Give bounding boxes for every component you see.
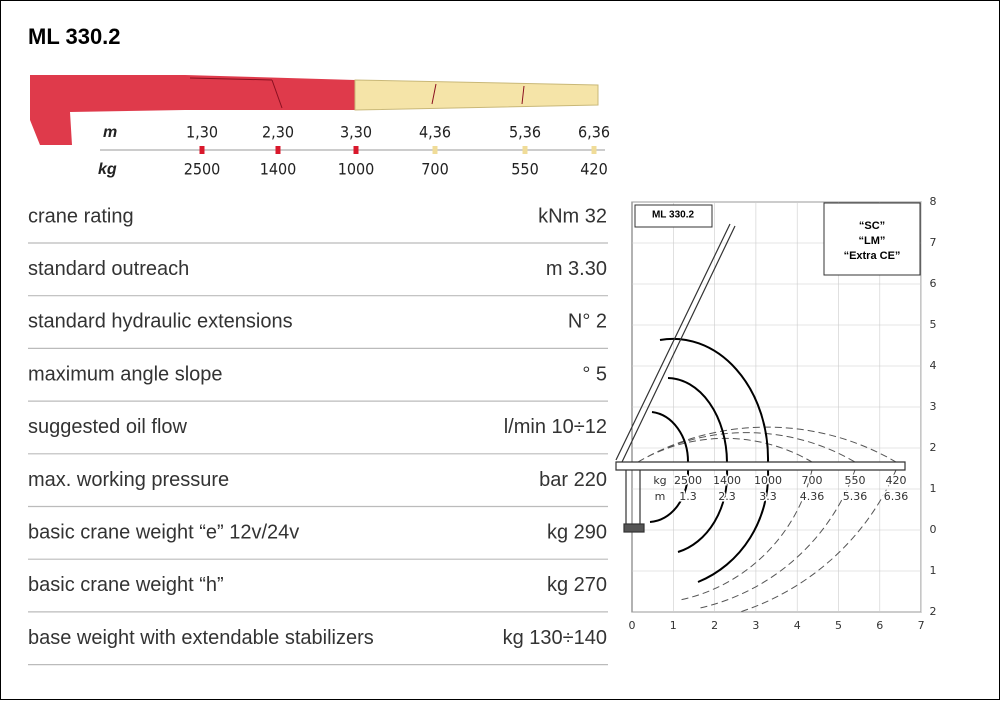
load-label: 2500 xyxy=(184,160,221,179)
diagram-load-label: 1400 xyxy=(713,474,741,487)
diagram-reach-unit: m xyxy=(655,490,666,503)
spec-label: base weight with extendable stabilizers xyxy=(28,627,374,649)
reach-marker xyxy=(199,146,205,154)
y-axis-label: 0 xyxy=(930,523,937,536)
y-axis-label: 1 xyxy=(930,482,937,495)
x-axis-label: 4 xyxy=(794,619,801,632)
reach-marker xyxy=(353,146,359,154)
version-label: “LM” xyxy=(859,235,886,247)
y-axis-label: 5 xyxy=(930,318,937,331)
x-axis-label: 0 xyxy=(629,619,636,632)
diagram-reach-label: 3.3 xyxy=(759,490,777,503)
spec-value: ° 5 xyxy=(582,363,607,385)
x-axis-label: 2 xyxy=(711,619,718,632)
spec-label: standard outreach xyxy=(28,258,189,280)
y-axis-label: 8 xyxy=(930,195,937,208)
diagram-reach-label: 4.36 xyxy=(800,490,825,503)
version-label: “SC” xyxy=(859,220,885,232)
reach-marker xyxy=(432,146,438,154)
spec-label: max. working pressure xyxy=(28,469,229,491)
spec-label: crane rating xyxy=(28,205,134,227)
y-axis-label: 7 xyxy=(930,236,937,249)
spec-value: kNm 32 xyxy=(538,205,607,227)
diagram-load-label: 420 xyxy=(886,474,907,487)
reach-marker xyxy=(522,146,528,154)
diagram-load-label: 550 xyxy=(845,474,866,487)
load-label: 1400 xyxy=(260,160,297,179)
y-axis-label: 2 xyxy=(930,441,937,454)
reach-label: 6,36 xyxy=(578,123,610,142)
diagram-reach-label: 2.3 xyxy=(718,490,736,503)
diagram-reach-label: 6.36 xyxy=(884,490,909,503)
y-axis-label: 3 xyxy=(930,400,937,413)
spec-label: basic crane weight “e” 12v/24v xyxy=(28,521,299,543)
reach-marker xyxy=(275,146,281,154)
diagram-load-label: 1000 xyxy=(754,474,782,487)
diagram-load-unit: kg xyxy=(653,474,666,487)
load-label: 420 xyxy=(580,160,607,179)
diagram-reach-label: 5.36 xyxy=(843,490,868,503)
reach-label: 1,30 xyxy=(186,123,218,142)
version-label: “Extra CE” xyxy=(844,250,901,262)
spec-value: m 3.30 xyxy=(546,258,607,280)
x-axis-label: 1 xyxy=(670,619,677,632)
x-axis-label: 3 xyxy=(752,619,759,632)
load-label: 1000 xyxy=(338,160,375,179)
load-label: 700 xyxy=(421,160,448,179)
y-axis-label: 4 xyxy=(930,359,937,372)
diagram-load-label: 2500 xyxy=(674,474,702,487)
spec-label: standard hydraulic extensions xyxy=(28,311,293,333)
diagram-title: ML 330.2 xyxy=(652,210,694,221)
y-axis-label: 2 xyxy=(930,605,937,618)
spec-value: kg 290 xyxy=(547,521,607,543)
spec-value: N° 2 xyxy=(568,311,607,333)
x-axis-label: 5 xyxy=(835,619,842,632)
reach-label: 4,36 xyxy=(419,123,451,142)
diagram-load-label: 700 xyxy=(802,474,823,487)
spec-label: basic crane weight “h” xyxy=(28,574,224,596)
load-label: 550 xyxy=(511,160,538,179)
reach-label: 3,30 xyxy=(340,123,372,142)
y-axis-label: 1 xyxy=(930,564,937,577)
x-axis-label: 6 xyxy=(876,619,883,632)
spec-value: l/min 10÷12 xyxy=(504,416,607,438)
spec-value: bar 220 xyxy=(539,469,607,491)
spec-value: kg 130÷140 xyxy=(503,627,607,649)
load-unit: kg xyxy=(98,161,117,178)
boom-drawing xyxy=(30,75,605,151)
spec-label: suggested oil flow xyxy=(28,416,188,438)
reach-label: 2,30 xyxy=(262,123,294,142)
reach-marker xyxy=(591,146,597,154)
y-axis-label: 6 xyxy=(930,277,937,290)
spec-value: kg 270 xyxy=(547,574,607,596)
reach-unit: m xyxy=(103,124,117,141)
diagram-reach-label: 1.3 xyxy=(679,490,697,503)
title: ML 330.2 xyxy=(28,24,121,49)
spec-label: maximum angle slope xyxy=(28,363,223,385)
reach-label: 5,36 xyxy=(509,123,541,142)
load-diagram xyxy=(615,201,922,613)
x-axis-label: 7 xyxy=(918,619,925,632)
